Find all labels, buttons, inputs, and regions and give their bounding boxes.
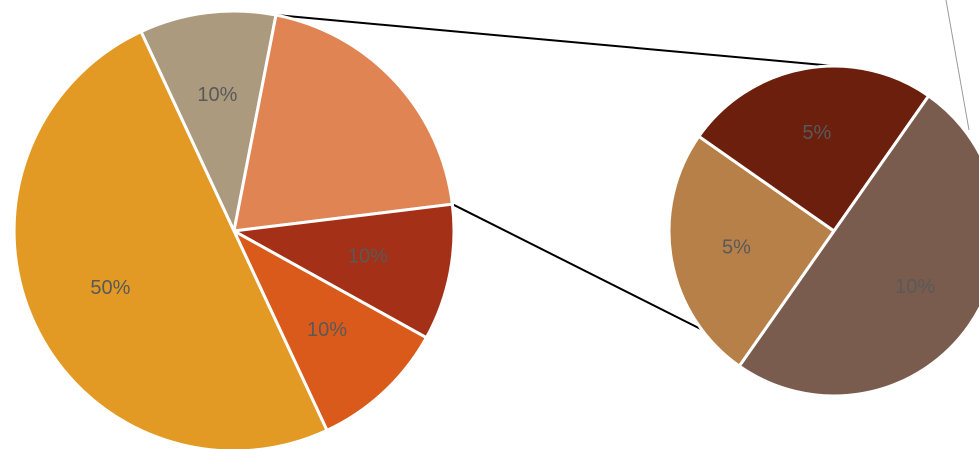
main-pie-slice-3-label: 10% (307, 319, 347, 341)
main-pie-slice-4 (12, 29, 329, 449)
secondary-pie-slice-1-label: 5% (802, 122, 831, 144)
main-pie-slice-2 (229, 202, 456, 340)
main-pie-slice-4-label: 50% (90, 277, 130, 299)
main-pie-slice-0 (139, 9, 278, 236)
connector-top (275, 14, 835, 67)
main-pie-slice-0-label: 10% (197, 84, 237, 106)
main-pie-slice-2-label: 10% (348, 245, 388, 267)
main-pie-slice-3 (230, 227, 429, 433)
secondary-pie-slice-2 (737, 93, 979, 398)
main-pie: 10% 10% 10% 50% (12, 9, 456, 449)
main-pie-slice-1 (232, 13, 455, 233)
secondary-pie-slice-0-label: 5% (722, 236, 751, 258)
secondary-pie: 5% 5% 10% (667, 64, 979, 398)
secondary-pie-slice-1 (696, 64, 931, 234)
secondary-pie-slice-2-label: 10% (895, 276, 935, 298)
secondary-pie-slice-0 (667, 134, 837, 369)
top-right-thin-line (945, 0, 970, 131)
